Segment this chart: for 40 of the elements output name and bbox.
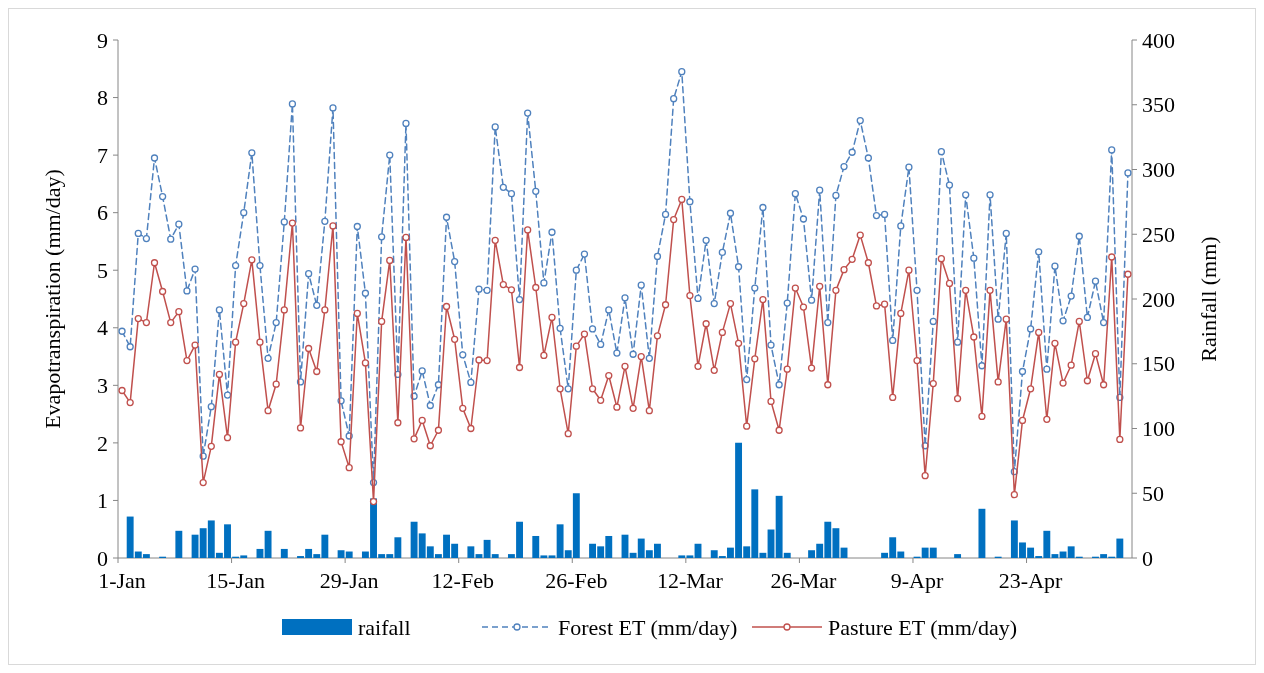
bar: [280, 548, 288, 558]
y-tick-label: 8: [97, 85, 108, 111]
bar: [467, 546, 475, 558]
bar: [954, 554, 962, 558]
x-tick-label: 26-Feb: [545, 568, 608, 593]
y-tick-label: 3: [97, 373, 108, 399]
y2-tick-label: 200: [1142, 286, 1175, 312]
x-tick-label: 12-Feb: [431, 568, 494, 593]
y-tick-label: 0: [97, 545, 108, 571]
legend-label: Pasture ET (mm/day): [828, 614, 1017, 640]
y2-tick-label: 300: [1142, 157, 1175, 183]
y-tick-label: 2: [97, 430, 108, 456]
y-tick-label: 6: [97, 200, 108, 226]
x-tick-label: 26-Mar: [770, 568, 838, 593]
y2-tick-label: 100: [1142, 416, 1175, 442]
x-tick-label: 9-Apr: [890, 568, 944, 593]
y-tick-label: 4: [97, 315, 108, 341]
y2-tick-label: 350: [1142, 92, 1175, 118]
legend-label: Forest ET (mm/day): [558, 614, 738, 640]
y2-tick-label: 250: [1142, 221, 1175, 247]
y2-tick-label: 0: [1142, 545, 1153, 571]
y-tick-label: 5: [97, 257, 108, 283]
y2-tick-label: 50: [1142, 480, 1164, 506]
y-tick-label: 1: [97, 488, 108, 514]
x-tick-label: 1-Jan: [98, 568, 146, 593]
y2-axis-title: Rainfall (mm): [1196, 236, 1221, 362]
bar: [264, 530, 272, 558]
x-tick-label: 29-Jan: [319, 568, 379, 593]
x-tick-label: 23-Apr: [998, 568, 1064, 593]
x-tick-label: 15-Jan: [206, 568, 265, 593]
legend-label: raifall: [358, 614, 411, 640]
y2-tick-label: 150: [1142, 351, 1175, 377]
y2-tick-label: 400: [1142, 27, 1175, 53]
bar: [175, 530, 183, 558]
y-tick-label: 7: [97, 142, 108, 168]
y-tick-label: 9: [97, 27, 108, 53]
y-axis-title: Evapotranspiration (mm/day): [40, 169, 65, 429]
bar: [978, 508, 986, 558]
bar: [548, 555, 556, 558]
x-tick-label: 12-Mar: [656, 568, 724, 593]
